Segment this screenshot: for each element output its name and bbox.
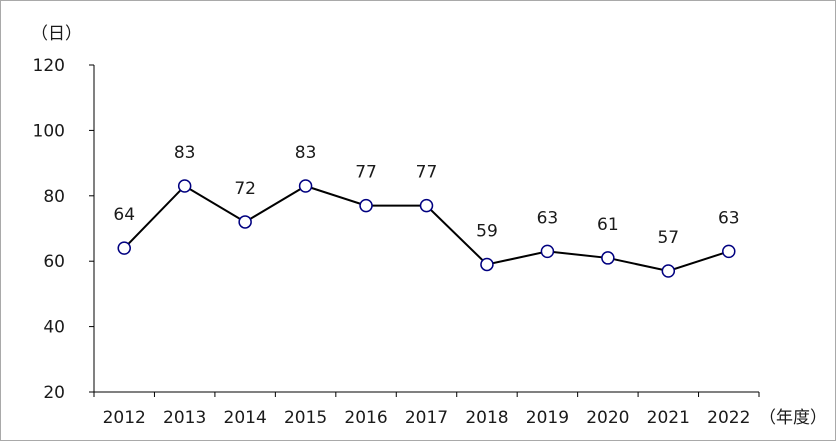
y-tick-label: 80: [43, 187, 65, 207]
y-tick-label: 20: [43, 383, 65, 403]
axes: 20 40 60 80 100 120 2012 2013 2014 2015 2016 2017 20…: [33, 56, 760, 428]
data-label: 61: [597, 215, 619, 235]
x-tick-label: 2018: [465, 408, 508, 428]
x-tick-label: 2013: [163, 408, 206, 428]
data-point: [540, 244, 555, 259]
y-tick-label: 60: [43, 252, 65, 272]
data-point: [117, 241, 131, 255]
series-line: [123, 184, 730, 273]
data-point: [661, 264, 676, 278]
y-tick-label: 40: [43, 318, 65, 338]
x-tick-label: 2016: [344, 408, 387, 428]
data-point: [238, 215, 252, 229]
data-point: [298, 179, 313, 193]
x-tick-label: 2015: [284, 408, 327, 428]
series: [117, 179, 736, 278]
data-label: 59: [476, 221, 498, 241]
data-label: 57: [657, 228, 679, 248]
data-label: 63: [537, 208, 559, 228]
x-tick-label: 2012: [103, 408, 146, 428]
y-tick-label: 120: [33, 56, 65, 76]
data-label: 64: [113, 205, 135, 225]
x-tick-label: 2022: [707, 408, 750, 428]
data-label: 83: [295, 143, 317, 163]
data-point: [480, 257, 494, 272]
data-label: 72: [234, 179, 256, 199]
data-point: [419, 198, 434, 213]
x-unit-label: （年度）: [759, 408, 827, 428]
data-point: [722, 244, 736, 259]
data-label: 77: [416, 163, 438, 183]
data-labels: 64 83 72 83 77 77 59 63 61 57 63: [113, 143, 739, 248]
x-tick-label: 2017: [405, 408, 448, 428]
y-tick-label: 100: [33, 121, 65, 141]
data-label: 83: [174, 143, 196, 163]
data-point: [359, 198, 373, 213]
data-point: [601, 251, 615, 265]
x-tick-label: 2020: [586, 408, 629, 428]
data-label: 63: [718, 208, 740, 228]
data-label: 77: [355, 163, 377, 183]
x-tick-label: 2021: [647, 408, 690, 428]
data-point: [177, 179, 192, 193]
x-tick-label: 2014: [224, 408, 267, 428]
y-unit-label: （日）: [31, 24, 82, 44]
x-tick-label: 2019: [526, 408, 569, 428]
